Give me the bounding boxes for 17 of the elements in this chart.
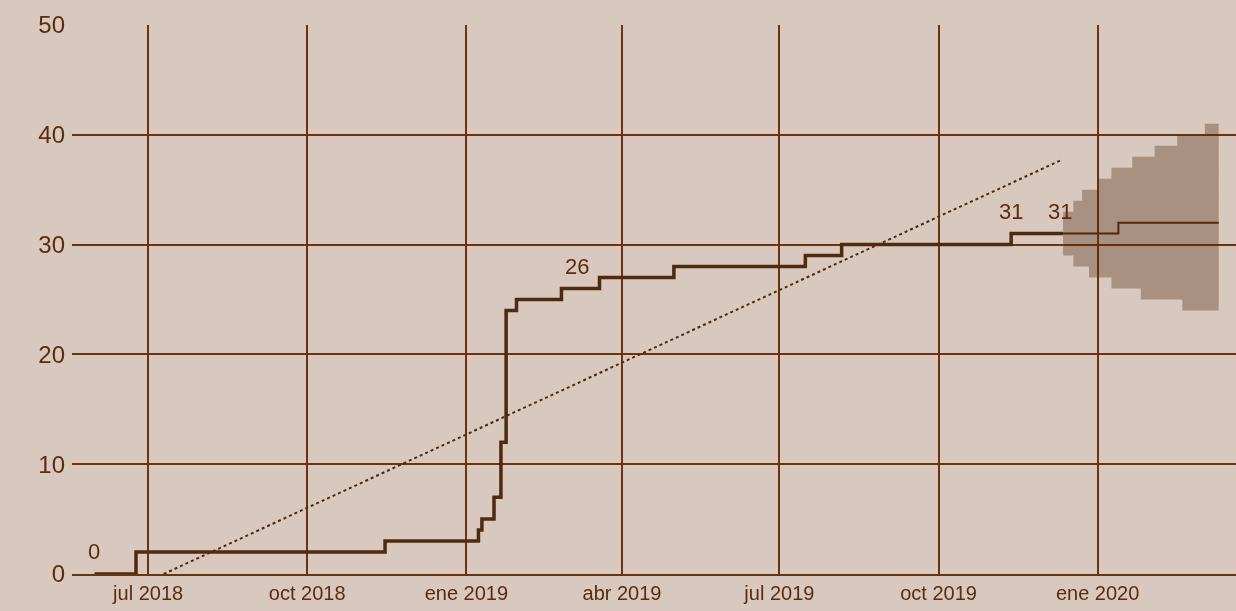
x-tick-label: oct 2018 — [268, 582, 346, 604]
y-tick-label: 0 — [51, 560, 65, 588]
x-tick-label: abr 2019 — [582, 582, 662, 604]
y-tick-label: 10 — [38, 450, 65, 478]
x-tick-label: ene 2019 — [424, 582, 509, 604]
annotation: 31 — [999, 199, 1024, 224]
x-tick-label: oct 2019 — [900, 582, 977, 604]
annotation: 31 — [1048, 199, 1073, 224]
annotation: 26 — [565, 254, 590, 279]
x-tick-label: jul 2018 — [112, 582, 184, 604]
x-tick-label: ene 2020 — [1055, 582, 1140, 604]
y-tick-label: 20 — [38, 340, 65, 368]
annotation: 0 — [88, 539, 101, 564]
y-tick-label: 30 — [38, 231, 65, 258]
y-tick-label: 40 — [38, 121, 65, 149]
y-tick-label: 50 — [38, 11, 65, 39]
x-tick-label: jul 2019 — [743, 582, 815, 604]
